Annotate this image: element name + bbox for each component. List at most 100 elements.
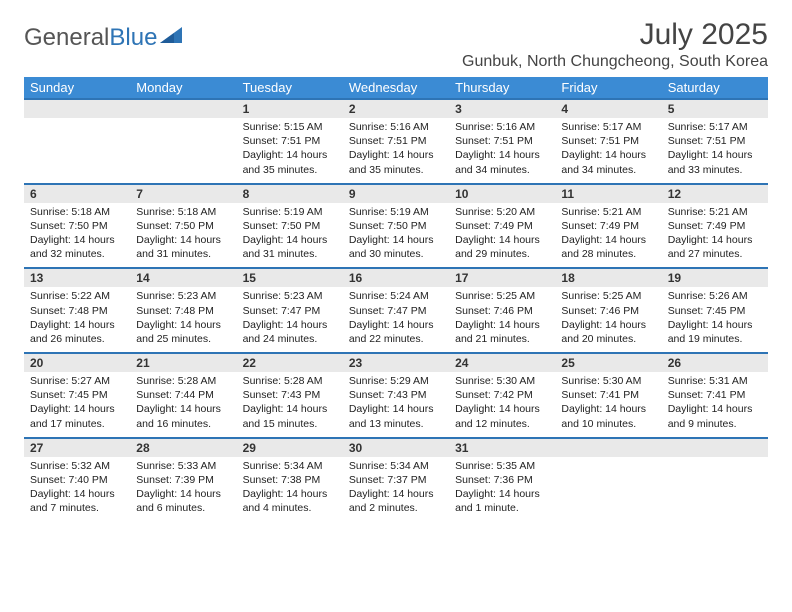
logo: GeneralBlue (24, 18, 182, 52)
day-header: Thursday (449, 77, 555, 99)
day-content-cell: Sunrise: 5:26 AMSunset: 7:45 PMDaylight:… (662, 287, 768, 353)
sunset-text: Sunset: 7:45 PM (30, 388, 124, 402)
daylight-text: Daylight: 14 hours and 1 minute. (455, 487, 549, 515)
sunrise-text: Sunrise: 5:29 AM (349, 374, 443, 388)
daylight-text: Daylight: 14 hours and 9 minutes. (668, 402, 762, 430)
day-number-cell: 31 (449, 438, 555, 457)
day-content-cell: Sunrise: 5:17 AMSunset: 7:51 PMDaylight:… (662, 118, 768, 184)
day-content-cell: Sunrise: 5:30 AMSunset: 7:41 PMDaylight:… (555, 372, 661, 438)
sunrise-text: Sunrise: 5:28 AM (243, 374, 337, 388)
sunset-text: Sunset: 7:51 PM (349, 134, 443, 148)
day-content-cell: Sunrise: 5:16 AMSunset: 7:51 PMDaylight:… (343, 118, 449, 184)
day-content-row: Sunrise: 5:32 AMSunset: 7:40 PMDaylight:… (24, 457, 768, 522)
daylight-text: Daylight: 14 hours and 13 minutes. (349, 402, 443, 430)
day-content-cell: Sunrise: 5:17 AMSunset: 7:51 PMDaylight:… (555, 118, 661, 184)
daylight-text: Daylight: 14 hours and 17 minutes. (30, 402, 124, 430)
day-content-cell: Sunrise: 5:33 AMSunset: 7:39 PMDaylight:… (130, 457, 236, 522)
day-number-cell: 21 (130, 353, 236, 372)
day-number-row: 20212223242526 (24, 353, 768, 372)
sunset-text: Sunset: 7:50 PM (30, 219, 124, 233)
daylight-text: Daylight: 14 hours and 31 minutes. (136, 233, 230, 261)
daylight-text: Daylight: 14 hours and 34 minutes. (455, 148, 549, 176)
daylight-text: Daylight: 14 hours and 35 minutes. (349, 148, 443, 176)
day-number-cell (662, 438, 768, 457)
sunrise-text: Sunrise: 5:34 AM (243, 459, 337, 473)
daylight-text: Daylight: 14 hours and 29 minutes. (455, 233, 549, 261)
sunrise-text: Sunrise: 5:25 AM (455, 289, 549, 303)
day-number-cell: 27 (24, 438, 130, 457)
sunrise-text: Sunrise: 5:28 AM (136, 374, 230, 388)
day-number-cell: 30 (343, 438, 449, 457)
daylight-text: Daylight: 14 hours and 22 minutes. (349, 318, 443, 346)
day-content-cell: Sunrise: 5:27 AMSunset: 7:45 PMDaylight:… (24, 372, 130, 438)
sunset-text: Sunset: 7:51 PM (668, 134, 762, 148)
sunset-text: Sunset: 7:39 PM (136, 473, 230, 487)
day-content-cell: Sunrise: 5:24 AMSunset: 7:47 PMDaylight:… (343, 287, 449, 353)
daylight-text: Daylight: 14 hours and 33 minutes. (668, 148, 762, 176)
daylight-text: Daylight: 14 hours and 35 minutes. (243, 148, 337, 176)
sunset-text: Sunset: 7:43 PM (349, 388, 443, 402)
sunrise-text: Sunrise: 5:30 AM (455, 374, 549, 388)
sunset-text: Sunset: 7:44 PM (136, 388, 230, 402)
sunrise-text: Sunrise: 5:31 AM (668, 374, 762, 388)
day-header: Friday (555, 77, 661, 99)
day-number-cell: 2 (343, 99, 449, 118)
day-content-cell: Sunrise: 5:28 AMSunset: 7:44 PMDaylight:… (130, 372, 236, 438)
daylight-text: Daylight: 14 hours and 4 minutes. (243, 487, 337, 515)
day-content-cell (24, 118, 130, 184)
sunrise-text: Sunrise: 5:24 AM (349, 289, 443, 303)
sunset-text: Sunset: 7:36 PM (455, 473, 549, 487)
sunset-text: Sunset: 7:50 PM (136, 219, 230, 233)
day-number-cell: 28 (130, 438, 236, 457)
daylight-text: Daylight: 14 hours and 10 minutes. (561, 402, 655, 430)
sunset-text: Sunset: 7:37 PM (349, 473, 443, 487)
day-number-cell: 7 (130, 184, 236, 203)
day-number-cell: 12 (662, 184, 768, 203)
day-content-cell: Sunrise: 5:15 AMSunset: 7:51 PMDaylight:… (237, 118, 343, 184)
sunrise-text: Sunrise: 5:17 AM (561, 120, 655, 134)
sunrise-text: Sunrise: 5:26 AM (668, 289, 762, 303)
daylight-text: Daylight: 14 hours and 20 minutes. (561, 318, 655, 346)
day-number-cell: 13 (24, 268, 130, 287)
sunrise-text: Sunrise: 5:16 AM (349, 120, 443, 134)
day-number-cell: 3 (449, 99, 555, 118)
day-content-cell: Sunrise: 5:18 AMSunset: 7:50 PMDaylight:… (130, 203, 236, 269)
sunrise-text: Sunrise: 5:18 AM (136, 205, 230, 219)
sunrise-text: Sunrise: 5:23 AM (243, 289, 337, 303)
day-number-cell (24, 99, 130, 118)
daylight-text: Daylight: 14 hours and 31 minutes. (243, 233, 337, 261)
sunset-text: Sunset: 7:48 PM (30, 304, 124, 318)
sunset-text: Sunset: 7:51 PM (455, 134, 549, 148)
day-header: Tuesday (237, 77, 343, 99)
day-number-cell: 5 (662, 99, 768, 118)
sunset-text: Sunset: 7:49 PM (668, 219, 762, 233)
day-number-cell (130, 99, 236, 118)
sunset-text: Sunset: 7:50 PM (349, 219, 443, 233)
daylight-text: Daylight: 14 hours and 15 minutes. (243, 402, 337, 430)
sunrise-text: Sunrise: 5:34 AM (349, 459, 443, 473)
day-number-cell: 23 (343, 353, 449, 372)
day-content-cell: Sunrise: 5:34 AMSunset: 7:38 PMDaylight:… (237, 457, 343, 522)
sunrise-text: Sunrise: 5:27 AM (30, 374, 124, 388)
sunset-text: Sunset: 7:49 PM (455, 219, 549, 233)
day-header: Saturday (662, 77, 768, 99)
day-content-row: Sunrise: 5:15 AMSunset: 7:51 PMDaylight:… (24, 118, 768, 184)
day-content-cell: Sunrise: 5:22 AMSunset: 7:48 PMDaylight:… (24, 287, 130, 353)
sunrise-text: Sunrise: 5:20 AM (455, 205, 549, 219)
sunset-text: Sunset: 7:46 PM (455, 304, 549, 318)
sunset-text: Sunset: 7:40 PM (30, 473, 124, 487)
sunset-text: Sunset: 7:42 PM (455, 388, 549, 402)
daylight-text: Daylight: 14 hours and 27 minutes. (668, 233, 762, 261)
day-content-cell: Sunrise: 5:35 AMSunset: 7:36 PMDaylight:… (449, 457, 555, 522)
day-number-cell: 15 (237, 268, 343, 287)
day-number-row: 12345 (24, 99, 768, 118)
day-content-cell: Sunrise: 5:21 AMSunset: 7:49 PMDaylight:… (662, 203, 768, 269)
sunset-text: Sunset: 7:41 PM (668, 388, 762, 402)
sunrise-text: Sunrise: 5:19 AM (243, 205, 337, 219)
day-content-cell: Sunrise: 5:23 AMSunset: 7:48 PMDaylight:… (130, 287, 236, 353)
sunrise-text: Sunrise: 5:15 AM (243, 120, 337, 134)
day-content-cell: Sunrise: 5:20 AMSunset: 7:49 PMDaylight:… (449, 203, 555, 269)
sunset-text: Sunset: 7:45 PM (668, 304, 762, 318)
day-content-cell (662, 457, 768, 522)
day-number-cell: 18 (555, 268, 661, 287)
